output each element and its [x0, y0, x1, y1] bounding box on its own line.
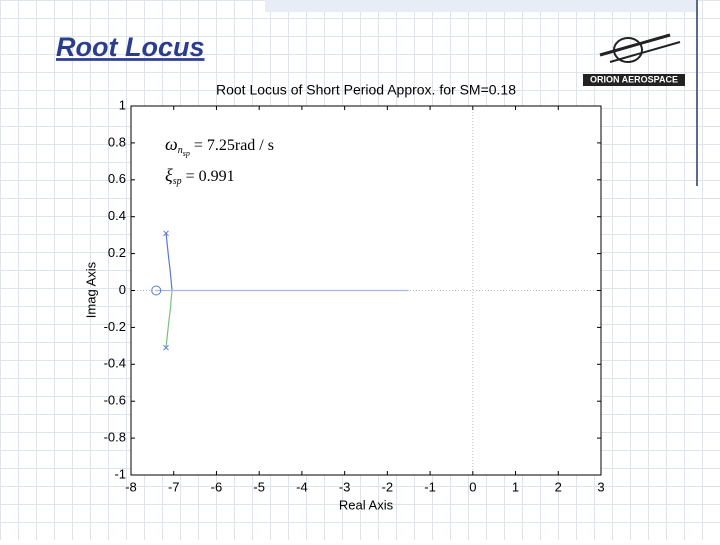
x-tick-label: 3 [597, 479, 604, 494]
logo: ORION AEROSPACE [583, 33, 685, 86]
locus-branch [165, 290, 173, 348]
x-tick-label: -1 [424, 479, 436, 494]
y-tick-label: 0.4 [108, 208, 126, 223]
zero-marker [151, 285, 162, 296]
x-tick-label: -6 [211, 479, 223, 494]
logo-icon [599, 33, 671, 57]
x-tick-label: -4 [296, 479, 308, 494]
pole-marker [163, 230, 169, 237]
logo-text: ORION AEROSPACE [590, 74, 678, 84]
annotation-subscript: n [178, 145, 183, 156]
y-axis-label: Imag Axis [83, 261, 98, 318]
x-tick-label: -2 [382, 479, 394, 494]
logo-box [583, 74, 685, 86]
x-tick-label: 0 [469, 479, 476, 494]
locus-branch [165, 233, 173, 291]
y-tick-label: -0.2 [104, 319, 126, 334]
annotation: ωnsp = 7.25rad / s [165, 134, 274, 158]
annotation: ξsp = 0.991 [165, 165, 235, 187]
annotation-text: = 7.25rad / s [194, 137, 274, 154]
annotation-subscript: sp [173, 176, 182, 187]
annotation-symbol: ω [165, 134, 178, 154]
y-tick-label: -0.4 [104, 356, 126, 371]
annotation-symbol: ξ [165, 165, 173, 185]
y-tick-label: 0.8 [108, 134, 126, 149]
y-tick-label: 0 [119, 282, 126, 297]
x-tick-label: -3 [339, 479, 351, 494]
pole-marker [163, 344, 169, 351]
annotation-text: = 0.991 [186, 168, 235, 185]
y-tick-label: 0.2 [108, 245, 126, 260]
x-axis-label: Real Axis [339, 497, 394, 512]
header-band [265, 0, 697, 12]
chart-title: Root Locus of Short Period Approx. for S… [216, 82, 516, 98]
logo-icon [609, 41, 681, 63]
y-tick-label: 0.6 [108, 171, 126, 186]
slide-title: Root Locus [56, 32, 205, 62]
x-tick-label: -7 [168, 479, 180, 494]
x-tick-label: 1 [512, 479, 519, 494]
y-tick-label: -0.8 [104, 430, 126, 445]
y-tick-label: 1 [119, 97, 126, 112]
x-tick-label: -8 [125, 479, 137, 494]
x-tick-label: 2 [555, 479, 562, 494]
y-tick-label: -0.6 [104, 393, 126, 408]
annotation-subscript: sp [183, 149, 190, 158]
x-tick-label: -5 [253, 479, 265, 494]
y-tick-label: -1 [114, 466, 126, 481]
